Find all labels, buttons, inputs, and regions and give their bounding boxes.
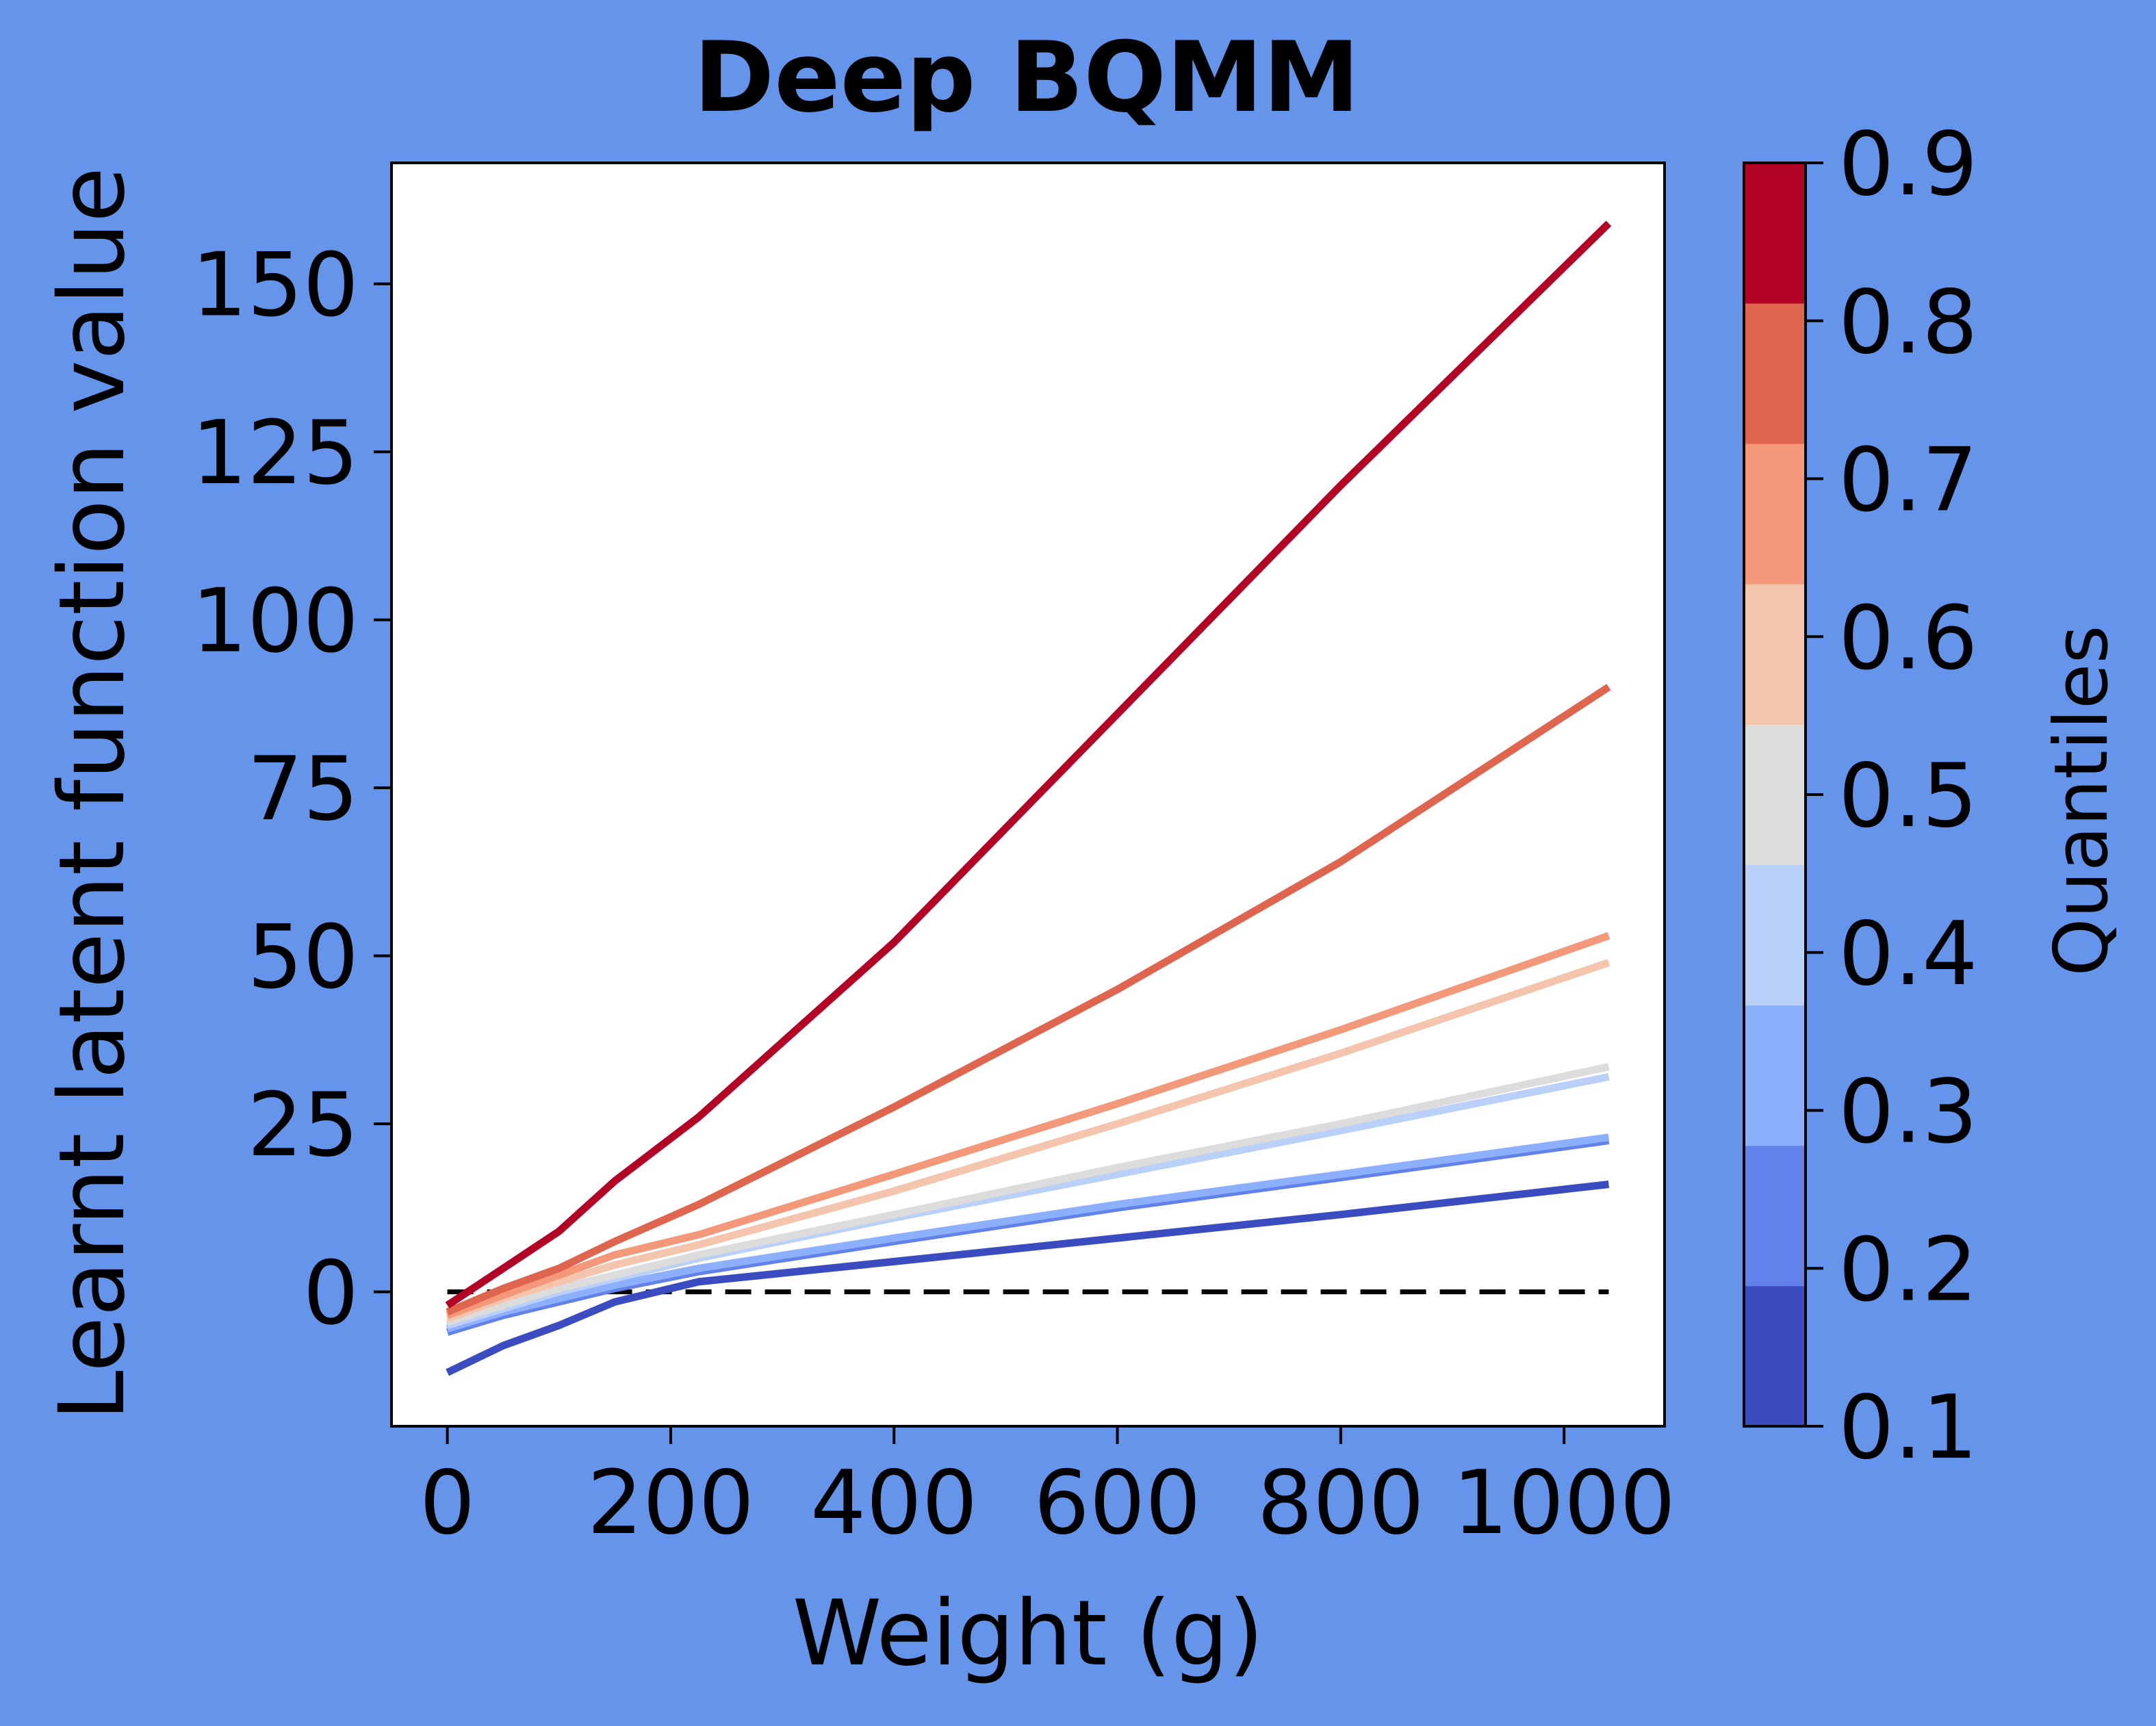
colorbar-band (1744, 1145, 1806, 1287)
colorbar-tick-label: 0.4 (1838, 903, 1978, 1005)
colorbar-band (1744, 1285, 1806, 1427)
colorbar-tick-label: 0.6 (1838, 587, 1978, 689)
colorbar-band (1744, 724, 1806, 866)
chart-title: Deep BQMM (693, 21, 1359, 134)
y-tick-label: 100 (192, 571, 359, 673)
colorbar-tick-label: 0.9 (1838, 114, 1978, 216)
x-tick-label: 800 (1257, 1452, 1424, 1554)
series-line-q03 (446, 1133, 1610, 1332)
y-tick-label: 50 (247, 907, 359, 1009)
colorbar-tick-label: 0.1 (1838, 1377, 1978, 1479)
colorbar-band (1744, 584, 1806, 725)
colorbar-label: Quantiles (2039, 625, 2125, 976)
x-tick-label: 400 (810, 1452, 977, 1554)
colorbar-tick-label: 0.8 (1838, 272, 1978, 374)
y-axis: 0 25 50 75 100 125 150 (192, 235, 392, 1345)
y-tick-label: 0 (303, 1243, 359, 1345)
series-line-q07 (446, 932, 1610, 1319)
x-axis-label: Weight (g) (793, 1581, 1264, 1686)
colorbar-band (1744, 864, 1806, 1006)
x-tick-label: 200 (587, 1452, 754, 1554)
colorbar-tick-label: 0.5 (1838, 745, 1978, 847)
x-axis: 0 200 400 600 800 1000 (420, 1426, 1676, 1554)
quantile-lines (445, 220, 1612, 1376)
x-tick-label: 0 (420, 1452, 475, 1554)
series-line-q08 (446, 684, 1611, 1316)
colorbar-band (1744, 303, 1806, 444)
x-tick-label: 600 (1034, 1452, 1201, 1554)
x-tick-label: 1000 (1452, 1452, 1676, 1554)
y-tick-label: 150 (192, 235, 359, 337)
y-tick-label: 25 (247, 1074, 359, 1176)
colorbar-band (1744, 1005, 1806, 1146)
colorbar-band (1744, 163, 1806, 304)
colorbar-tick-label: 0.7 (1838, 430, 1978, 532)
y-tick-label: 125 (192, 402, 359, 504)
series-line-q09 (445, 220, 1612, 1309)
series-line-q01 (446, 1181, 1610, 1376)
series-line-q05 (446, 1063, 1610, 1326)
colorbar-tick-label: 0.2 (1838, 1219, 1978, 1321)
y-tick-label: 75 (247, 738, 359, 840)
colorbar-band (1744, 443, 1806, 584)
y-axis-label: Learnt latent function value (40, 167, 145, 1421)
series-line-q06 (446, 959, 1610, 1323)
colorbar: 0.1 0.2 0.3 0.4 0.5 0.6 0.7 0.8 0.9 (1743, 114, 1978, 1479)
colorbar-tick-label: 0.3 (1838, 1061, 1978, 1163)
